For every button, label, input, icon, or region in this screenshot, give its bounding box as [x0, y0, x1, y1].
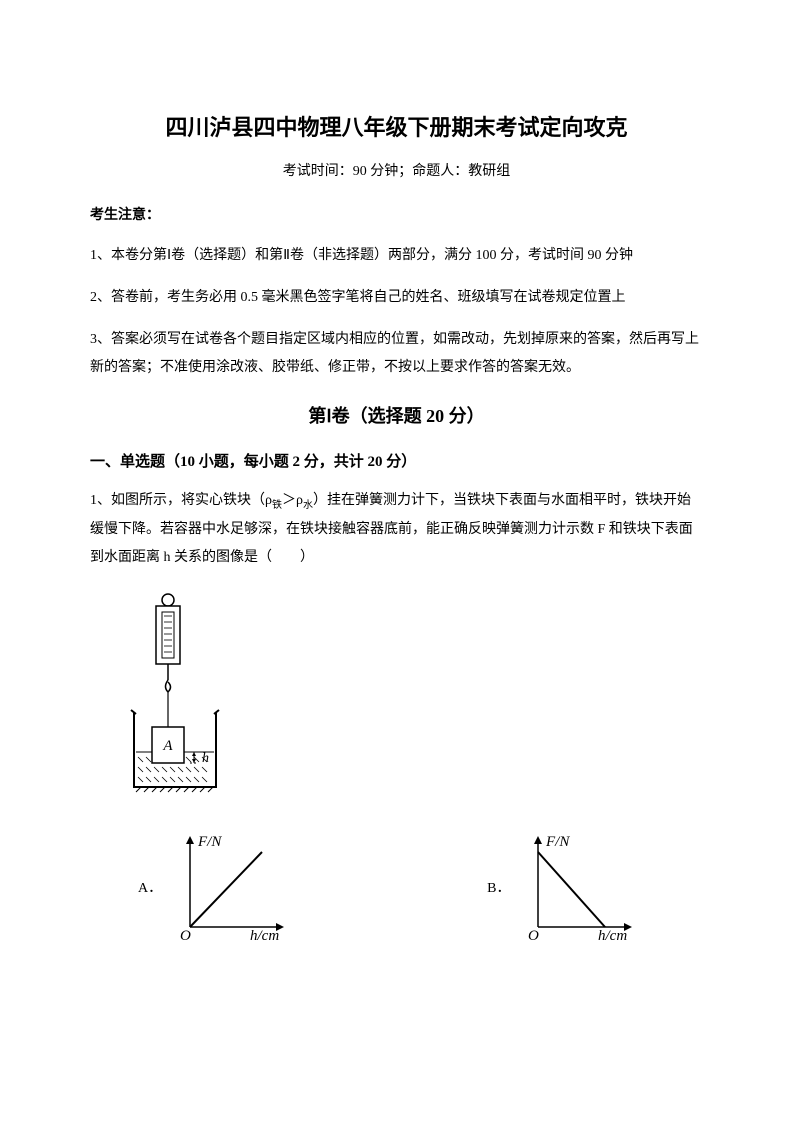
notice-item-2: 2、答卷前，考生务必用 0.5 毫米黑色签字笔将自己的姓名、班级填写在试卷规定位…	[90, 284, 703, 312]
chart-a-xlabel: h/cm	[250, 928, 279, 942]
section-title: 第Ⅰ卷（选择题 20 分）	[90, 402, 703, 428]
apparatus-figure: A h	[128, 592, 703, 802]
notice-header: 考生注意：	[90, 204, 703, 224]
option-a-label: A．	[138, 877, 162, 897]
page-subtitle: 考试时间：90 分钟；命题人：教研组	[90, 160, 703, 180]
q1-sub2: 水	[303, 500, 313, 511]
question-1: 1、如图所示，将实心铁块（ρ铁＞ρ水）挂在弹簧测力计下，当铁块下表面与水面相平时…	[90, 487, 703, 572]
block-label: A	[162, 738, 173, 754]
chart-b-origin: O	[528, 928, 539, 942]
page-title: 四川泸县四中物理八年级下册期末考试定向攻克	[90, 110, 703, 142]
notice-item-3: 3、答案必须写在试卷各个题目指定区域内相应的位置，如需改动，先划掉原来的答案，然…	[90, 326, 703, 382]
apparatus-svg: A h	[128, 592, 258, 802]
option-b: B． F/N O h/cm	[487, 832, 650, 942]
chart-b: F/N O h/cm	[520, 832, 650, 942]
options-row: A． F/N O h/cm B． F/N	[138, 832, 703, 942]
chart-a-origin: O	[180, 928, 191, 942]
chart-b-xlabel: h/cm	[598, 928, 627, 942]
h-label: h	[202, 751, 209, 766]
notice-item-1: 1、本卷分第Ⅰ卷（选择题）和第Ⅱ卷（非选择题）两部分，满分 100 分，考试时间…	[90, 242, 703, 270]
q1-mid: ＞ρ	[282, 493, 303, 508]
subsection-title: 一、单选题（10 小题，每小题 2 分，共计 20 分）	[90, 450, 703, 471]
q1-prefix: 1、如图所示，将实心铁块（ρ	[90, 493, 272, 508]
option-a: A． F/N O h/cm	[138, 832, 302, 942]
chart-a: F/N O h/cm	[172, 832, 302, 942]
option-b-label: B．	[487, 877, 510, 897]
chart-b-ylabel: F/N	[545, 834, 570, 850]
chart-a-ylabel: F/N	[197, 834, 222, 850]
q1-sub1: 铁	[272, 500, 282, 511]
